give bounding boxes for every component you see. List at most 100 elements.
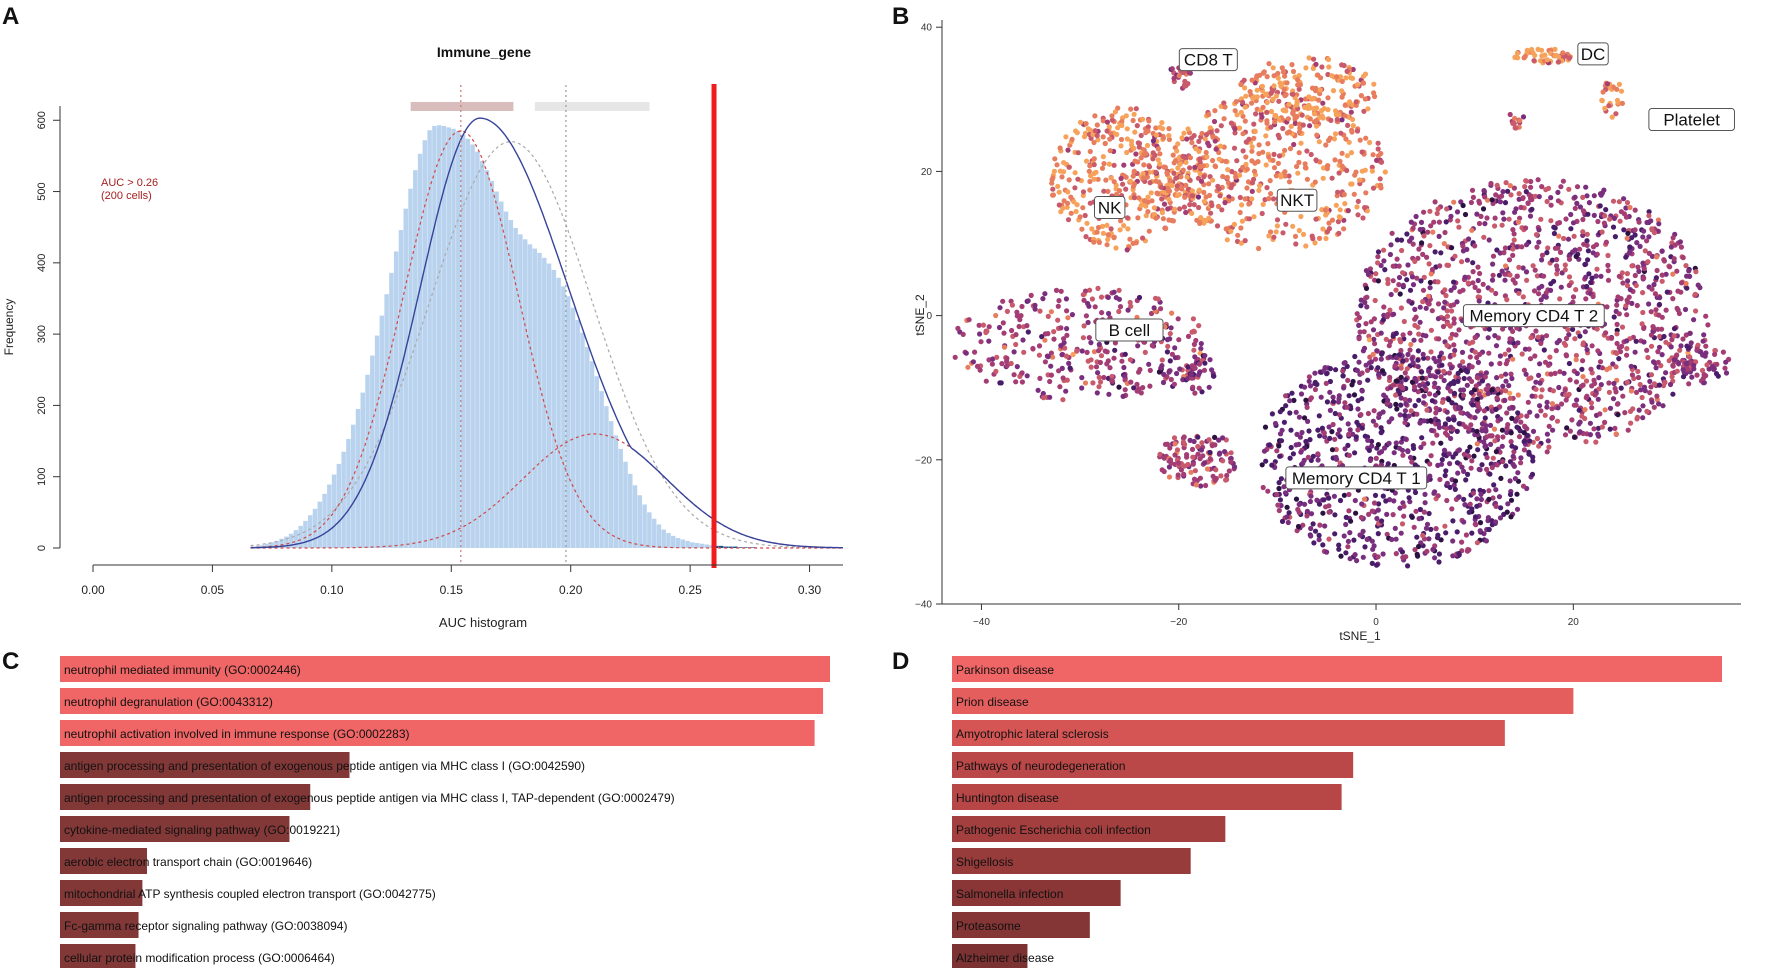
tsne-point: [1341, 217, 1347, 223]
tsne-point: [1014, 313, 1020, 319]
tsne-point: [1342, 201, 1348, 207]
tsne-point: [1075, 176, 1081, 182]
mean-lines: [460, 85, 567, 565]
kegg-pathway-bar: [952, 944, 1028, 968]
tsne-point: [1510, 252, 1516, 258]
tsne-point: [1545, 438, 1551, 444]
tsne-point: [1567, 428, 1573, 434]
tsne-point: [1415, 357, 1421, 363]
tsne-point: [1433, 526, 1439, 532]
tsne-point: [1398, 237, 1405, 243]
tsne-point: [1654, 393, 1660, 399]
tsne-point: [1159, 120, 1165, 126]
tsne-point: [1294, 163, 1300, 170]
tsne-point: [1472, 284, 1478, 290]
tsne-point: [1617, 218, 1623, 224]
tsne-point: [1543, 187, 1549, 193]
tsne-point: [1296, 150, 1302, 156]
tsne-point: [1327, 366, 1333, 372]
tsne-point: [1530, 454, 1536, 460]
tsne-point: [1683, 263, 1689, 269]
tsne-point: [1539, 184, 1545, 190]
tsne-point: [1618, 88, 1625, 94]
tsne-point: [1040, 296, 1046, 302]
tsne-point: [1427, 285, 1433, 291]
tsne-point: [1562, 267, 1568, 273]
tsne-point: [1449, 506, 1455, 512]
tsne-point: [1359, 370, 1365, 376]
tsne-point: [1321, 497, 1327, 503]
tsne-point: [1189, 210, 1195, 216]
tsne-point: [1385, 461, 1391, 467]
tsne-point: [1243, 161, 1249, 167]
tsne-point: [1222, 104, 1228, 110]
tsne-point: [1324, 229, 1331, 235]
tsne-point: [1402, 396, 1408, 403]
tsne-point: [1201, 189, 1207, 195]
tsne-point: [1271, 165, 1278, 171]
tsne-point: [1480, 206, 1487, 212]
tsne-point: [1403, 377, 1409, 383]
tsne-point: [1345, 538, 1351, 545]
tsne-point: [1053, 287, 1060, 293]
tsne-point: [1047, 378, 1053, 385]
tsne-point: [1541, 273, 1547, 279]
tsne-point: [1181, 463, 1187, 469]
tsne-point: [1101, 188, 1107, 194]
tsne-point: [1612, 385, 1618, 392]
tsne-point: [1364, 367, 1371, 373]
tsne-point: [1511, 185, 1517, 191]
tsne-point: [1111, 234, 1117, 240]
tsne-point: [1428, 349, 1434, 355]
histogram-bar: [389, 272, 394, 548]
tsne-point: [1242, 238, 1248, 244]
tsne-point: [1591, 212, 1597, 218]
histogram-bar: [585, 346, 590, 548]
tsne-point: [1522, 423, 1528, 429]
tsne-point: [1685, 345, 1692, 351]
tsne-point: [1190, 316, 1196, 322]
tsne-point: [1096, 239, 1102, 245]
tsne-point: [1421, 274, 1427, 280]
tsne-point: [1232, 108, 1238, 114]
tsne-point: [1407, 287, 1414, 293]
tsne-point: [1124, 149, 1130, 156]
histogram-bar: [288, 533, 294, 548]
tsne-point: [1192, 164, 1198, 170]
tsne-point: [1456, 421, 1462, 427]
tsne-point: [1304, 148, 1310, 154]
kegg-pathway-bar: [952, 848, 1191, 874]
tsne-point: [1408, 341, 1414, 348]
tsne-point: [1390, 263, 1396, 269]
histogram-bar: [651, 518, 657, 548]
tsne-point: [1315, 72, 1321, 78]
tsne-point: [1170, 152, 1176, 158]
tsne-point: [1336, 546, 1342, 552]
tsne-point: [1348, 518, 1354, 524]
tsne-point: [1115, 125, 1121, 131]
tsne-point: [1428, 526, 1434, 533]
tsne-point: [1533, 379, 1539, 385]
tsne-point: [1625, 299, 1631, 305]
tsne-point: [1461, 519, 1467, 525]
tsne-point: [1382, 169, 1388, 175]
tsne-point: [1472, 334, 1478, 341]
histogram-bar: [451, 128, 456, 548]
tsne-point: [1269, 462, 1275, 468]
tsne-point: [1461, 451, 1467, 457]
tsne-point: [1377, 176, 1383, 182]
tsne-point: [1294, 113, 1300, 120]
tsne-point: [1118, 175, 1124, 182]
histogram-bar: [303, 520, 308, 548]
tsne-point: [1693, 308, 1699, 314]
tsne-point: [1364, 536, 1370, 543]
tsne-point: [1612, 425, 1618, 431]
tsne-point: [1182, 78, 1188, 84]
tsne-point: [1191, 328, 1197, 334]
tsne-point: [1410, 241, 1416, 247]
tsne-point: [1503, 371, 1509, 377]
tsne-point: [1556, 220, 1563, 226]
tsne-point: [1421, 418, 1427, 424]
tsne-point: [1121, 162, 1127, 168]
tsne-point: [1237, 194, 1243, 201]
